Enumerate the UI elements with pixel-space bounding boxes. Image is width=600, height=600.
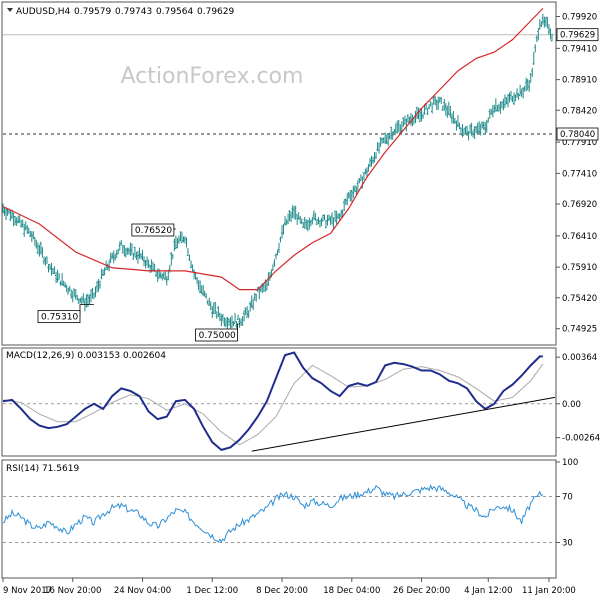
- rsi-y-tick-label: 70: [562, 493, 573, 503]
- rsi-y-tick-label: 30: [562, 539, 573, 549]
- annotation-box: [195, 328, 238, 342]
- price-y-tick-label: 0.75420: [562, 294, 597, 304]
- price-panel-header: AUDUSD,H4 0.79579 0.79743 0.79564 0.7962…: [7, 7, 234, 17]
- rsi-line: [2, 483, 544, 543]
- x-tick-label: 1 Dec 12:00: [186, 586, 238, 596]
- annotation-label: 0.76520: [135, 226, 172, 236]
- moving-average-line: [2, 7, 544, 291]
- x-tick-label: 16 Nov 20:00: [44, 586, 101, 596]
- rsi-plot: [2, 483, 555, 543]
- macd-y-tick-label: 0.00364: [562, 353, 597, 363]
- price-panel-frame: [1, 1, 557, 346]
- rsi-title: RSI(14) 71.5619: [6, 464, 79, 474]
- macd-y-tick-label: 0.00: [562, 400, 581, 410]
- x-tick-label: 26 Dec 20:00: [393, 586, 450, 596]
- price-y-tick-label: 0.78910: [562, 76, 597, 86]
- macd-signal-line: [2, 363, 544, 446]
- level-price-tag-text: 0.78040: [560, 130, 595, 140]
- macd-title: MACD(12,26,9) 0.003153 0.002604: [6, 351, 166, 361]
- price-y-tick-label: 0.75910: [562, 263, 597, 273]
- annotation-box: [37, 310, 81, 324]
- price-y-axis: 0.79920 0.79410 0.78910 0.78420 0.77910 0.774…: [556, 13, 599, 335]
- price-annotations: 0.75310 0.76520 0.75000: [37, 223, 240, 342]
- price-y-tick-label: 0.77410: [562, 169, 597, 179]
- annotation-box: [131, 223, 175, 237]
- x-tick-label: 8 Dec 20:00: [256, 586, 308, 596]
- x-tick-label: 11 Jan 20:00: [522, 586, 576, 596]
- annotation-label: 0.75310: [41, 313, 78, 323]
- level-price-tag-box: [556, 127, 599, 141]
- price-y-tick-label: 0.76410: [562, 232, 597, 242]
- macd-y-tick-label: -0.002644: [562, 434, 600, 444]
- annotation-label: 0.75000: [199, 331, 236, 341]
- price-y-tick-label: 0.76920: [562, 200, 597, 210]
- price-plot: [1, 7, 553, 331]
- ohlc-low: 0.79564: [156, 7, 193, 17]
- macd-trendline: [251, 396, 556, 452]
- price-y-tick-label: 0.79920: [562, 13, 597, 23]
- price-y-tick-label: 0.79410: [562, 44, 597, 54]
- rsi-y-tick-label: 100: [562, 458, 578, 468]
- price-grid: [3, 34, 555, 135]
- macd-y-axis: 0.00364 0.00 -0.002644: [556, 353, 600, 444]
- macd-plot: [2, 351, 556, 452]
- ohlc-high: 0.79743: [115, 7, 152, 17]
- x-tick-label: 9 Nov 2017: [3, 586, 52, 596]
- price-y-tick-label: 0.78420: [562, 106, 597, 116]
- watermark: ActionForex.com: [121, 64, 304, 89]
- rsi-y-axis: 100 70 30: [556, 458, 578, 549]
- ohlc-open: 0.79579: [74, 7, 111, 17]
- x-tick-label: 24 Nov 04:00: [114, 586, 171, 596]
- price-y-tick-label: 0.77910: [562, 138, 597, 148]
- current-price-tag-text: 0.79629: [560, 31, 595, 41]
- rsi-panel-frame: [1, 459, 557, 579]
- dropdown-triangle-icon: [7, 8, 13, 12]
- macd-panel-frame: [1, 347, 557, 457]
- ohlc-close: 0.79629: [197, 7, 234, 17]
- x-tick-label: 4 Jan 12:00: [464, 586, 512, 596]
- annotation-leader: [79, 304, 94, 317]
- x-tick-label: 18 Dec 04:00: [323, 586, 380, 596]
- macd-line: [2, 351, 543, 451]
- price-y-tick-label: 0.74925: [562, 325, 597, 335]
- symbol-title: AUDUSD,H4: [16, 7, 71, 17]
- current-price-tag-box: [556, 28, 599, 42]
